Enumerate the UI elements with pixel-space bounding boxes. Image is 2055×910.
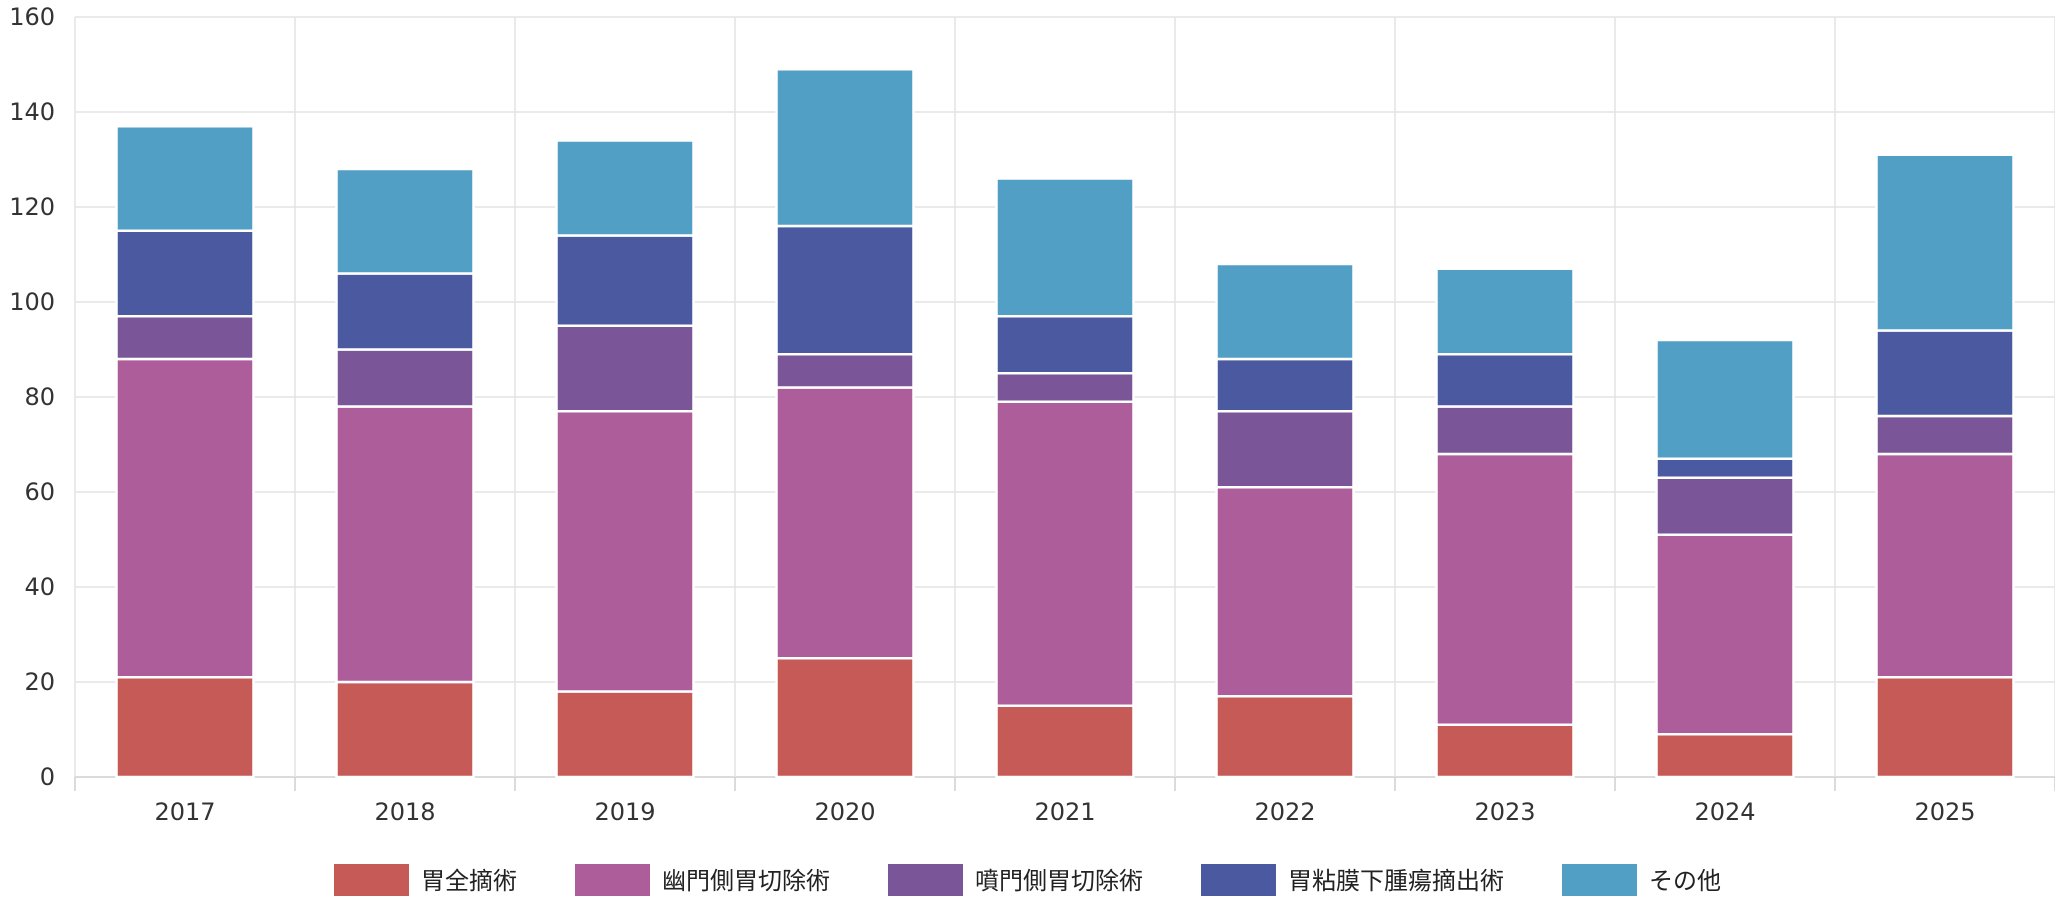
bar-2017-series-1 xyxy=(115,357,255,679)
bar-2024-series-0 xyxy=(1655,733,1795,779)
legend-item-3[interactable]: 胃粘膜下腫瘍摘出術 xyxy=(1201,864,1504,896)
bar-2025-series-0 xyxy=(1875,676,2015,779)
bar-2022-series-4 xyxy=(1215,262,1355,361)
x-tick-label: 2019 xyxy=(594,798,655,826)
legend-item-4[interactable]: その他 xyxy=(1562,864,1721,896)
bar-2018-series-0 xyxy=(335,680,475,779)
legend-item-0[interactable]: 胃全摘術 xyxy=(334,864,517,896)
legend-label: 噴門側胃切除術 xyxy=(975,867,1143,895)
legend-swatch xyxy=(888,864,963,896)
bar-2025-series-1 xyxy=(1875,452,2015,679)
x-tick-label: 2023 xyxy=(1474,798,1535,826)
bar-2025-series-4 xyxy=(1875,153,2015,332)
y-tick-label: 20 xyxy=(24,668,55,696)
y-tick-label: 100 xyxy=(9,288,55,316)
legend-label: その他 xyxy=(1649,867,1721,895)
bar-2018-series-4 xyxy=(335,167,475,275)
bar-2018-series-1 xyxy=(335,405,475,684)
bar-2025-series-2 xyxy=(1875,414,2015,456)
bar-2019-series-3 xyxy=(555,234,695,327)
legend-swatch xyxy=(334,864,409,896)
bar-2019-series-2 xyxy=(555,324,695,413)
y-tick-label: 140 xyxy=(9,98,55,126)
bar-2018-series-3 xyxy=(335,272,475,351)
bar-2025-series-3 xyxy=(1875,329,2015,418)
legend-item-1[interactable]: 幽門側胃切除術 xyxy=(575,864,830,896)
legend-swatch xyxy=(1562,864,1637,896)
bar-2023-series-3 xyxy=(1435,353,1575,408)
bar-2022-series-3 xyxy=(1215,357,1355,413)
x-tick-label: 2021 xyxy=(1034,798,1095,826)
x-tick-label: 2020 xyxy=(814,798,875,826)
bar-2019-series-4 xyxy=(555,139,695,237)
bar-2020-series-1 xyxy=(775,386,915,660)
axis-layer: 0 20 40 60 80 100 120 140 160 2017 2018 2019 2020 202… xyxy=(9,3,2055,826)
bar-2018-series-2 xyxy=(335,348,475,408)
bar-2022-series-1 xyxy=(1215,486,1355,698)
bar-2020-series-3 xyxy=(775,224,915,356)
y-tick-label: 40 xyxy=(24,573,55,601)
bar-2023-series-4 xyxy=(1435,267,1575,356)
bar-2024-series-2 xyxy=(1655,476,1795,536)
bar-2021-series-0 xyxy=(995,704,1135,779)
bar-2020-series-2 xyxy=(775,353,915,389)
y-tick-label: 160 xyxy=(9,3,55,31)
bar-2017-series-4 xyxy=(115,125,255,232)
bar-2021-series-4 xyxy=(995,177,1135,318)
bar-2019-series-0 xyxy=(555,690,695,779)
bar-2017-series-0 xyxy=(115,676,255,779)
y-tick-label: 60 xyxy=(24,478,55,506)
legend-item-2[interactable]: 噴門側胃切除術 xyxy=(888,864,1143,896)
bar-2024-series-4 xyxy=(1655,338,1795,460)
bar-2017-series-2 xyxy=(115,315,255,361)
bar-2023-series-2 xyxy=(1435,405,1575,456)
x-tick-label: 2025 xyxy=(1914,798,1975,826)
bar-2022-series-0 xyxy=(1215,695,1355,779)
bar-2022-series-2 xyxy=(1215,410,1355,489)
x-tick-label: 2017 xyxy=(154,798,215,826)
bar-2021-series-2 xyxy=(995,372,1135,403)
bar-2020-series-4 xyxy=(775,68,915,228)
x-tick-label: 2018 xyxy=(374,798,435,826)
bar-2021-series-1 xyxy=(995,400,1135,707)
legend-label: 胃全摘術 xyxy=(421,867,517,895)
bar-2023-series-1 xyxy=(1435,452,1575,726)
bar-2020-series-0 xyxy=(775,657,915,779)
y-tick-label: 80 xyxy=(24,383,55,411)
legend-label: 幽門側胃切除術 xyxy=(662,867,830,895)
x-tick-label: 2022 xyxy=(1254,798,1315,826)
legend-swatch xyxy=(1201,864,1276,896)
bars-layer xyxy=(115,68,2015,779)
bar-2019-series-1 xyxy=(555,410,695,693)
bar-2017-series-3 xyxy=(115,229,255,318)
y-tick-label: 120 xyxy=(9,193,55,221)
y-tick-label: 0 xyxy=(40,763,55,791)
bar-2024-series-3 xyxy=(1655,457,1795,479)
legend: 胃全摘術 幽門側胃切除術 噴門側胃切除術 胃粘膜下腫瘍摘出術 その他 xyxy=(334,864,1721,896)
x-tick-label: 2024 xyxy=(1694,798,1755,826)
legend-swatch xyxy=(575,864,650,896)
bar-2023-series-0 xyxy=(1435,723,1575,779)
bar-2021-series-3 xyxy=(995,315,1135,375)
legend-label: 胃粘膜下腫瘍摘出術 xyxy=(1288,867,1504,895)
bar-2024-series-1 xyxy=(1655,533,1795,736)
